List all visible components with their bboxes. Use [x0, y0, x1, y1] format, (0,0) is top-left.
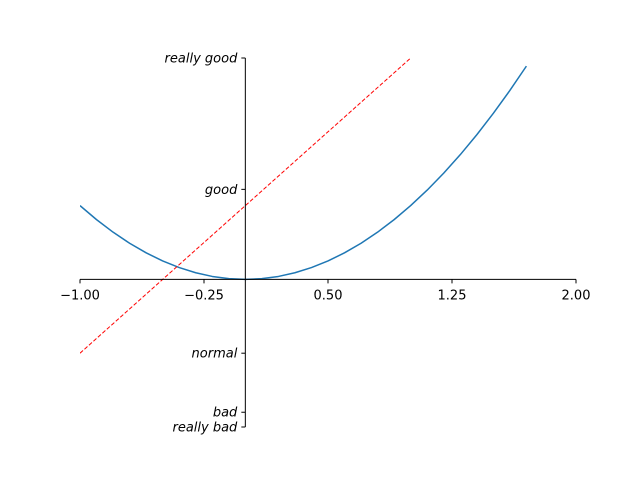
series-line-1 — [80, 65, 528, 281]
y-tick-label: good — [205, 183, 238, 198]
x-tick-label: 0.50 — [314, 288, 343, 303]
axes-layer — [80, 58, 576, 427]
y-tick-label: really good — [165, 52, 239, 67]
y-tick-label: really bad — [172, 421, 238, 436]
series-line-2 — [80, 58, 412, 354]
series-layer — [80, 58, 528, 354]
x-tick-label: 2.00 — [562, 288, 591, 303]
x-tick-label: −1.00 — [60, 288, 100, 303]
x-tick-label: −0.25 — [184, 288, 224, 303]
y-tick-label: bad — [213, 406, 238, 421]
x-tick-label: 1.25 — [438, 288, 467, 303]
y-tick-label: normal — [192, 347, 238, 362]
